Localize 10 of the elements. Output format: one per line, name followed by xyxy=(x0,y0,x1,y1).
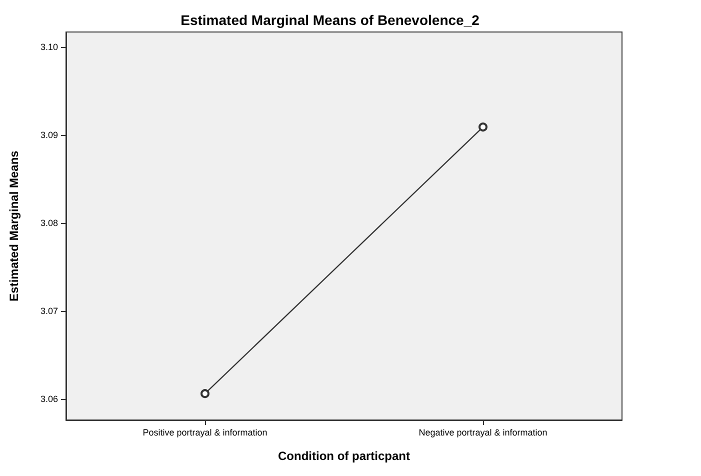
y-tick-label: 3.08 xyxy=(40,218,58,228)
chart-title: Estimated Marginal Means of Benevolence_2 xyxy=(180,12,480,28)
y-tick-label: 3.06 xyxy=(40,394,58,404)
y-tick-label: 3.07 xyxy=(40,306,58,316)
y-tick-label: 3.10 xyxy=(40,42,58,52)
y-axis-title: Estimated Marginal Means xyxy=(7,150,21,302)
y-tick-label: 3.09 xyxy=(40,130,58,140)
x-axis-title: Condition of particpant xyxy=(278,449,410,463)
x-tick-label: Positive portrayal & information xyxy=(142,428,268,438)
x-tick-label: Negative portrayal & information xyxy=(418,428,548,438)
